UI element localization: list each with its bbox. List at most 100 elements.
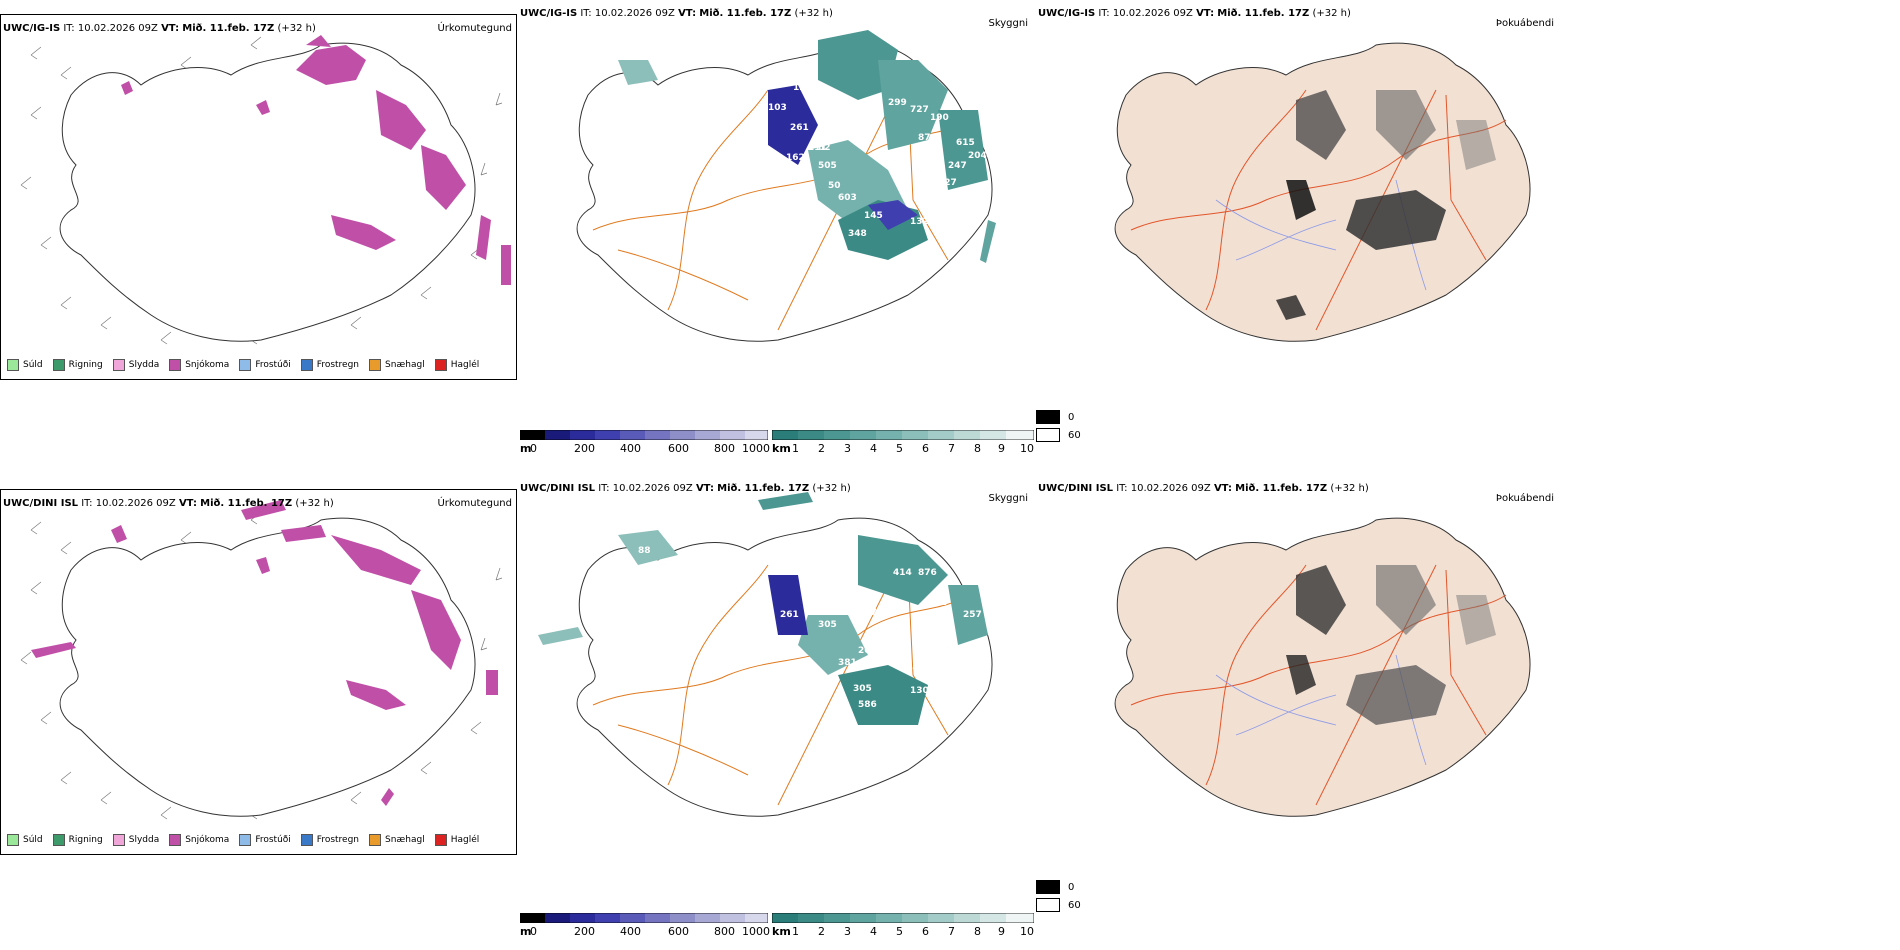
visibility-tick: 7 — [948, 925, 955, 938]
panel-title: UWC/IG-IS IT: 10.02.2026 09Z VT: Mið. 11… — [520, 8, 833, 19]
svg-text:204: 204 — [838, 598, 857, 608]
panel-title: UWC/DINI ISL IT: 10.02.2026 09Z VT: Mið.… — [3, 498, 334, 509]
forecast-row-ig-is: UWC/IG-IS IT: 10.02.2026 09Z VT: Mið. 11… — [0, 0, 1554, 470]
fog-swatch — [1036, 428, 1060, 442]
visibility-tick: 7 — [948, 442, 955, 455]
height-colorbar: m 0 200 400 600 800 1000 — [520, 913, 770, 941]
height-tick: 0 — [530, 925, 537, 938]
svg-text:727: 727 — [910, 105, 929, 115]
svg-text:22: 22 — [658, 147, 671, 157]
visibility-tick: 8 — [974, 442, 981, 455]
visibility-tick: 8 — [974, 925, 981, 938]
fog-legend: 0 60 — [1036, 410, 1081, 442]
height-tick: 600 — [668, 925, 689, 938]
legend-swatch — [369, 834, 382, 846]
visibility-colorbar: km 1 2 3 4 5 6 7 8 9 10 — [772, 430, 1034, 458]
visibility-map: 103 120 328 261 62 211 162 505 299 727 1… — [576, 30, 996, 342]
legend-swatch — [434, 834, 447, 846]
visibility-tick: 3 — [844, 442, 851, 455]
visibility-tick: 9 — [998, 925, 1005, 938]
precip-type-panel: UWC/IG-IS IT: 10.02.2026 09Z VT: Mið. 11… — [0, 14, 517, 380]
visibility-label: Skyggni — [988, 493, 1028, 504]
fog-swatch — [1036, 880, 1060, 894]
legend-swatch — [7, 359, 19, 371]
fog-map — [1114, 42, 1531, 342]
visibility-unit: km — [772, 925, 791, 938]
height-unit: m — [520, 925, 532, 938]
height-unit: m — [520, 442, 532, 455]
fog-panel: UWC/DINI ISL IT: 10.02.2026 09Z VT: Mið.… — [1036, 475, 1556, 945]
svg-text:247: 247 — [948, 161, 967, 171]
visibility-label: Skyggni — [988, 18, 1028, 29]
snow-areas — [121, 35, 511, 285]
svg-text:204: 204 — [968, 151, 987, 161]
svg-text:327: 327 — [938, 178, 957, 188]
fog-label: Þokuábendi — [1495, 493, 1554, 504]
visibility-tick: 10 — [1020, 442, 1034, 455]
svg-text:299: 299 — [888, 98, 907, 108]
legend-swatch — [112, 834, 125, 846]
svg-text:88: 88 — [638, 546, 651, 556]
visibility-panel: 103 120 328 261 62 211 162 505 299 727 1… — [518, 0, 1036, 470]
svg-text:145: 145 — [864, 211, 883, 221]
legend-swatch — [169, 359, 182, 371]
svg-text:208: 208 — [858, 646, 877, 656]
height-tick: 800 — [714, 442, 735, 455]
legend-swatch — [300, 834, 313, 846]
height-colorbar-strip — [520, 430, 768, 440]
legend-swatch — [369, 359, 382, 371]
iceland-coastline — [59, 42, 476, 342]
legend-swatch — [434, 359, 447, 371]
svg-text:132: 132 — [910, 217, 929, 227]
road-network — [592, 564, 969, 806]
svg-text:103: 103 — [768, 103, 787, 113]
visibility-colorbar: km 1 2 3 4 5 6 7 8 9 10 — [772, 913, 1034, 941]
visibility-tick: 1 — [792, 925, 799, 938]
svg-text:603: 603 — [838, 193, 857, 203]
svg-text:615: 615 — [956, 138, 975, 148]
height-colorbar-strip — [520, 913, 768, 923]
precip-type-panel: UWC/DINI ISL IT: 10.02.2026 09Z VT: Mið.… — [0, 489, 517, 855]
height-tick: 200 — [574, 925, 595, 938]
svg-text:120: 120 — [793, 83, 812, 93]
visibility-tick: 4 — [870, 442, 877, 455]
visibility-tick: 2 — [818, 925, 825, 938]
fog-map — [1114, 517, 1531, 817]
svg-text:505: 505 — [818, 161, 837, 171]
height-tick: 1000 — [742, 442, 770, 455]
visibility-tick: 10 — [1020, 925, 1034, 938]
visibility-tick: 5 — [896, 925, 903, 938]
height-tick: 200 — [574, 442, 595, 455]
fog-label: Þokuábendi — [1495, 18, 1554, 29]
height-colorbar: m 0 200 400 600 800 1000 — [520, 430, 770, 458]
height-tick: 400 — [620, 442, 641, 455]
low-visibility-areas — [538, 492, 988, 725]
svg-text:162: 162 — [786, 153, 805, 163]
iceland-coastline — [1114, 517, 1531, 817]
iceland-coastline — [59, 517, 476, 817]
legend-swatch — [7, 834, 19, 846]
height-tick: 800 — [714, 925, 735, 938]
visibility-tick: 6 — [922, 442, 929, 455]
svg-text:190: 190 — [930, 113, 949, 123]
svg-text:50: 50 — [828, 181, 841, 191]
fog-swatch — [1036, 410, 1060, 424]
visibility-colorbar-strip — [772, 913, 1034, 923]
visibility-tick: 4 — [870, 925, 877, 938]
panel-title: UWC/IG-IS IT: 10.02.2026 09Z VT: Mið. 11… — [1038, 8, 1351, 19]
legend-swatch — [52, 834, 65, 846]
svg-text:257: 257 — [963, 610, 982, 620]
visibility-labels: 88 205 414 876 261 204 247 311 257 305 3… — [638, 546, 982, 710]
snow-areas — [31, 500, 498, 806]
precip-map — [20, 500, 503, 820]
height-tick: 1000 — [742, 925, 770, 938]
visibility-panel: 88 205 414 876 261 204 247 311 257 305 3… — [518, 475, 1036, 945]
height-tick: 400 — [620, 925, 641, 938]
precip-legend: Súld Rigning Slydda Snjókoma Frostúði Fr… — [7, 834, 479, 846]
forecast-row-dini-isl: UWC/DINI ISL IT: 10.02.2026 09Z VT: Mið.… — [0, 475, 1900, 950]
visibility-tick: 2 — [818, 442, 825, 455]
fog-swatch — [1036, 898, 1060, 912]
fog-legend: 0 60 — [1036, 880, 1081, 912]
svg-text:205: 205 — [798, 558, 817, 568]
panel-title: UWC/DINI ISL IT: 10.02.2026 09Z VT: Mið.… — [520, 483, 851, 494]
